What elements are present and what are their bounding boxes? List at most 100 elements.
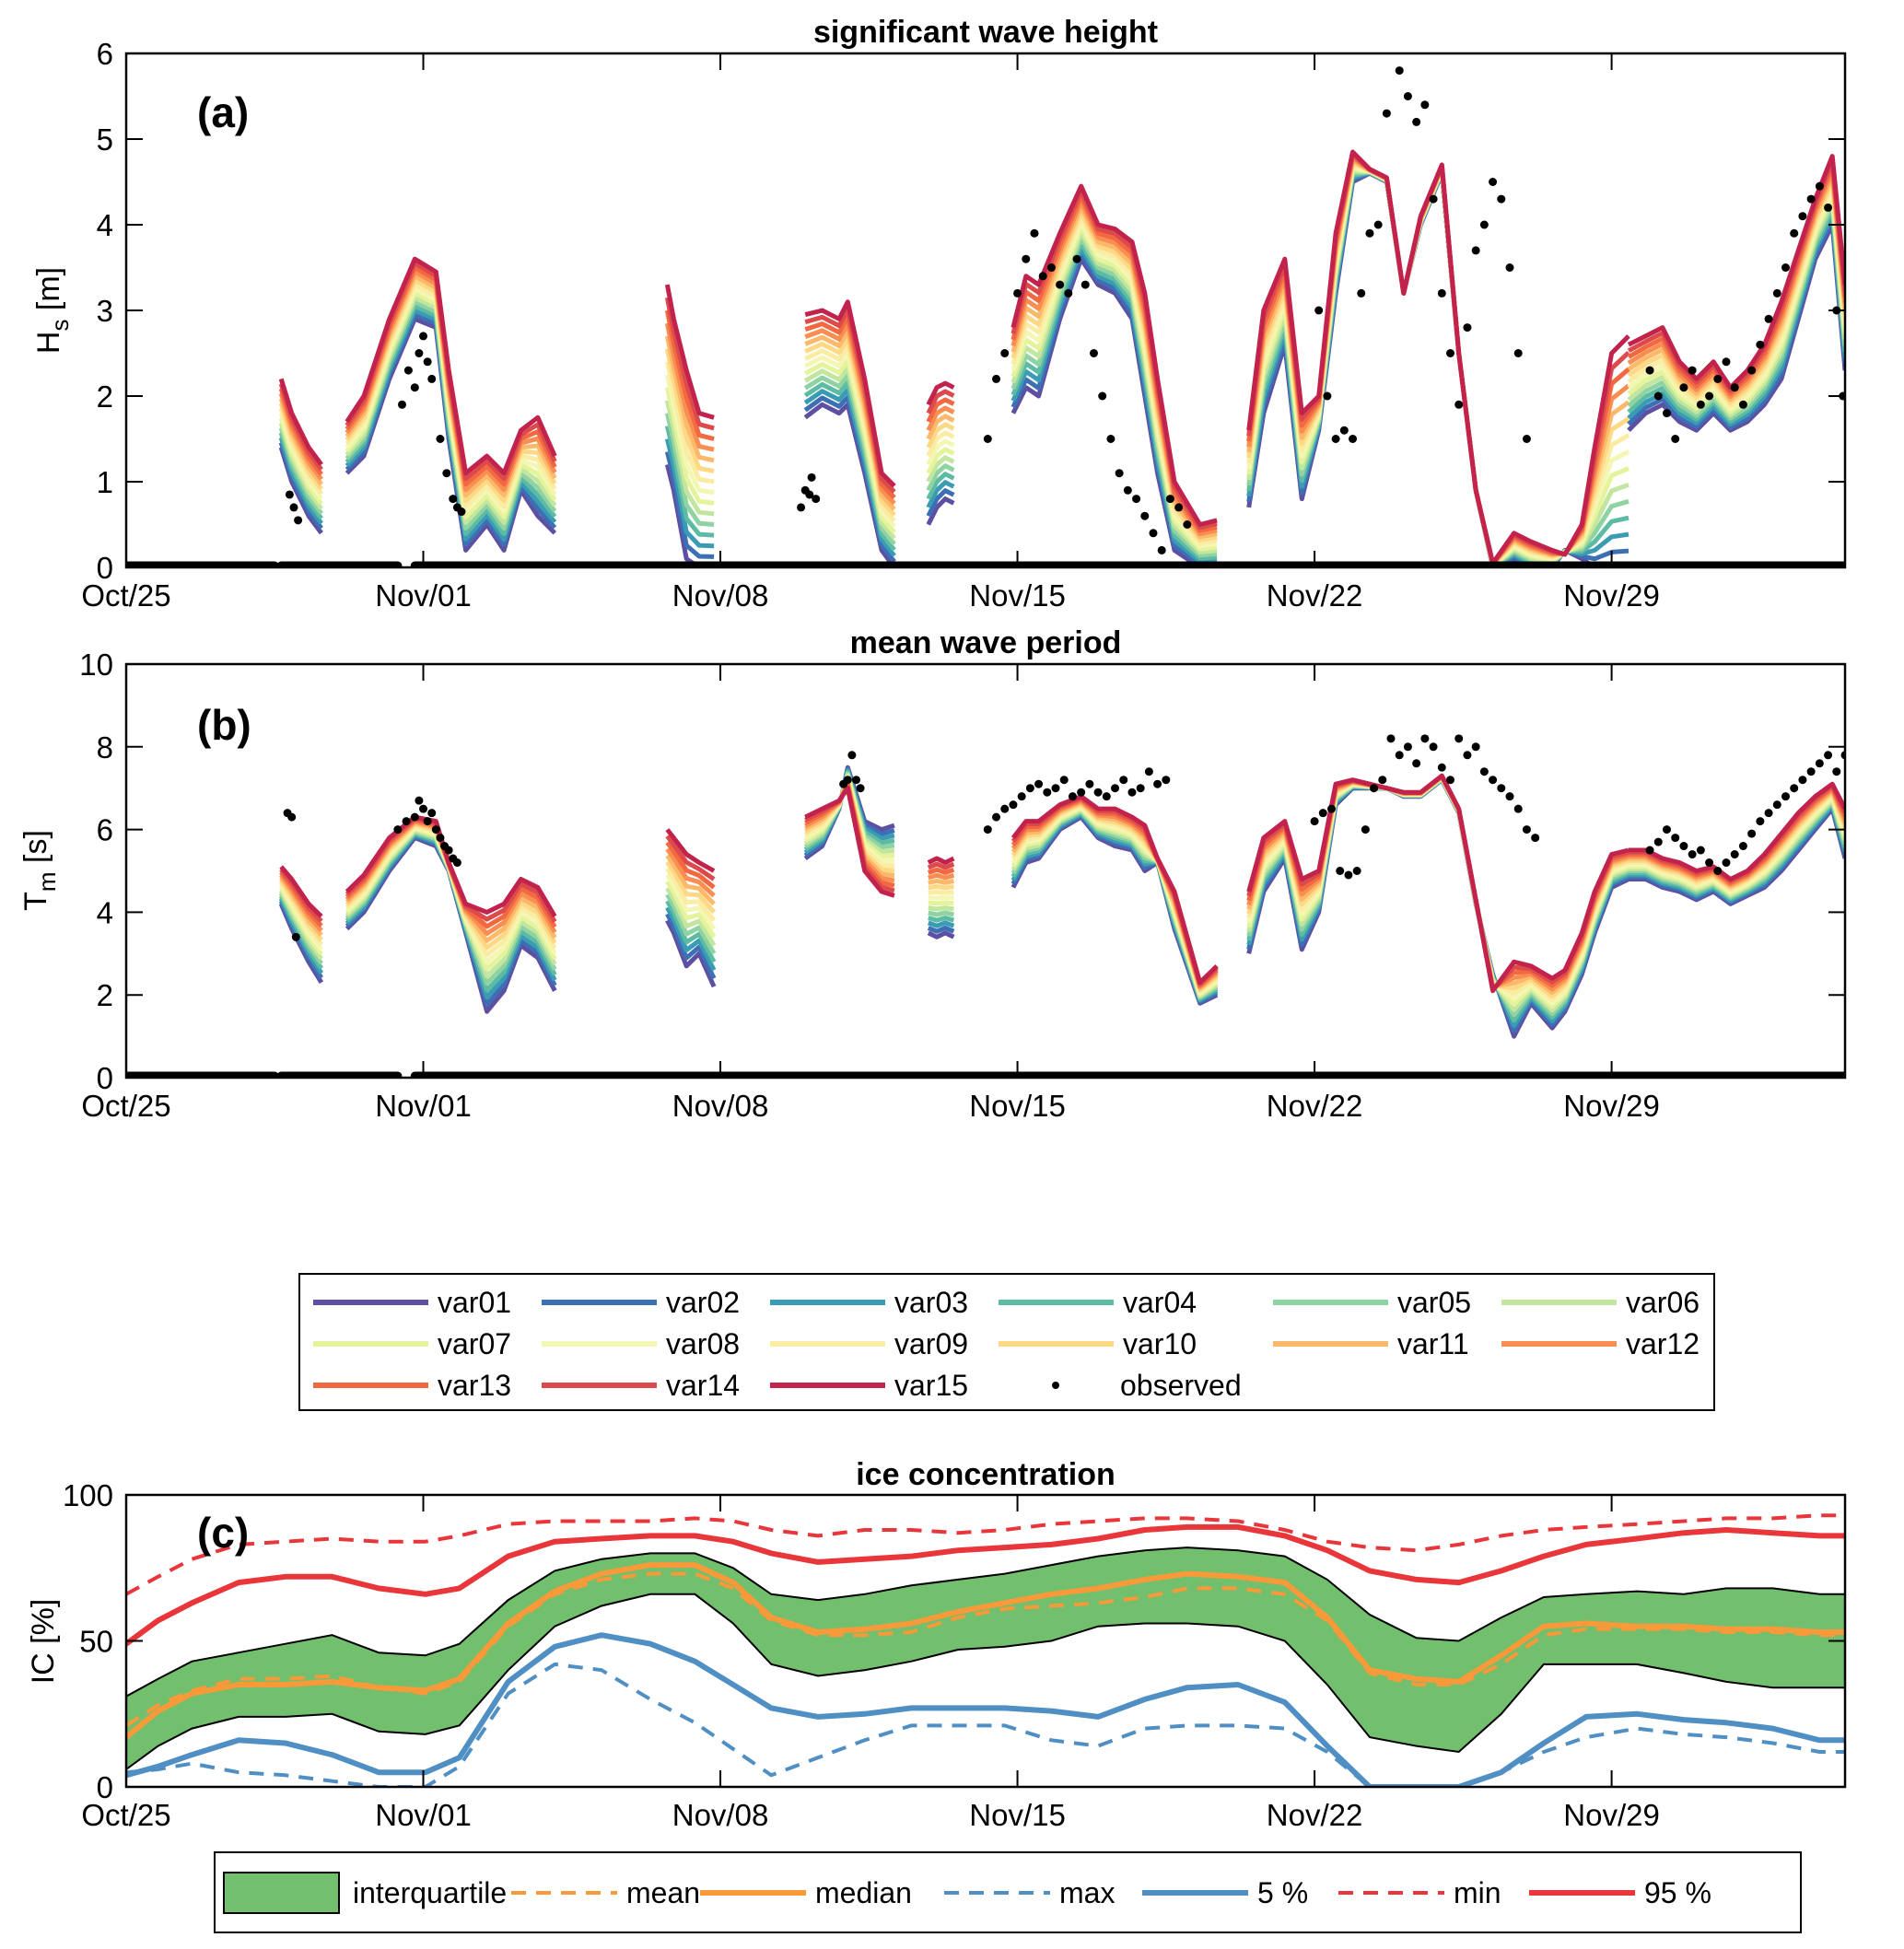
series-var09-segment-2 [664,361,715,484]
series-var03-segment-6 [1246,169,1629,567]
series-var09-segment-4 [926,430,955,458]
observed-point [1489,776,1498,785]
series-var08-segment-4 [926,438,955,466]
observed-point [1331,435,1340,443]
observed-point [1013,288,1022,298]
panel-c-plot-area: 0 50 100 Oct/25 Nov/01 Nov/08 Nov/15 Nov/22 Nov/… [63,1478,1847,1832]
observed-point [1671,834,1680,843]
x-tick-label: Nov/29 [1563,1798,1660,1832]
observed-point [851,776,860,785]
observed-point [1038,272,1047,281]
observed-point [1157,545,1166,554]
observed-point [1446,776,1455,785]
observed-point [402,817,411,826]
observed-point [1361,825,1370,834]
observed-point [1365,228,1374,238]
observed-point [457,508,466,517]
ylabel-a-main: H [31,332,66,355]
series-var15-segment-3 [804,299,896,488]
panel-ice-concentration: ice concentration 0 50 100 Oct/25 Nov/01 Nov/… [26,1457,1847,1832]
series-var10-segment-4 [926,422,955,449]
observed-point [1479,767,1489,776]
series-var15-segment-6 [1246,149,1630,566]
observed-point [983,825,992,834]
observed-point [1162,776,1171,785]
series-var14-segment-6 [1246,151,1630,566]
panel-significant-wave-height: significant wave height 0 1 2 3 4 5 6 Oct/25 Nov… [31,15,1847,613]
series-var15-segment-5 [1010,183,1218,527]
legend-label-interquartile: interquartile [353,1876,507,1909]
observed-point [427,374,437,383]
series-var04-segment-2 [664,426,715,538]
legend-label-5pct: 5 % [1257,1876,1308,1909]
observed-point [1781,792,1790,801]
panel-c-ylabel: IC [%] [26,1599,61,1685]
observed-point [1183,520,1192,529]
observed-point [1747,829,1757,838]
legend-ensemble: var01 var02 var03 var04 var05 var06 var07 var08… [298,1273,1715,1411]
observed-point [1738,400,1747,409]
observed-point [1043,788,1052,797]
observed-point [1123,485,1132,495]
observed-point [1688,366,1697,375]
x-tick-label: Oct/25 [81,1089,170,1123]
series-var04-segment-4 [926,472,955,500]
series-var11-segment-2 [665,854,716,906]
observed-point [1824,203,1833,212]
series-var12-segment-2 [664,322,715,452]
observed-point [1064,288,1073,298]
x-tick-label: Nov/29 [1563,1089,1660,1123]
observed-point [1323,391,1332,401]
observed-point [1645,366,1654,375]
legend-label-min: min [1454,1876,1501,1909]
observed-point [1370,784,1379,793]
observed-point [1059,776,1069,785]
observed-point [797,503,806,512]
series-var01-segment-5 [1010,256,1218,567]
series-var03-segment-2 [665,906,717,972]
series-var10-segment-6 [1246,160,1630,567]
observed-point [1772,288,1781,298]
series-var15-segment-3 [804,786,895,898]
series-var14-segment-4 [927,861,955,870]
x-tick-label: Nov/22 [1267,578,1363,613]
observed-point [1314,306,1324,315]
observed-point [1471,246,1480,255]
observed-point [1080,280,1090,289]
observed-point [1077,788,1086,797]
y-tick-label: 1 [97,465,113,499]
series-var05-segment-2 [664,413,715,527]
legend-label-var01: var01 [438,1286,511,1319]
observed-point [1395,66,1404,76]
observed-point [1679,383,1688,392]
observed-point [1722,357,1731,367]
series-var10-segment-4 [928,884,954,891]
series-var01-segment-4 [927,930,955,939]
y-tick-label: 100 [63,1478,113,1512]
observed-point [1653,391,1663,401]
observed-point [1111,784,1120,793]
observed-point [1068,792,1077,801]
observed-point [415,796,424,805]
observed-point [1022,254,1031,263]
plot-marks [126,1513,1845,1787]
plot-marks [126,734,1845,1078]
series-var15-segment-1 [345,256,557,476]
observed-point [1098,391,1107,401]
observed-point [1513,804,1523,813]
series-var10-segment-2 [665,860,716,915]
observed-point [1119,776,1128,785]
observed-point [1420,734,1430,743]
observed-point [1497,784,1506,793]
series-var02-segment-2 [665,913,717,980]
observed-point [1806,767,1816,776]
x-tick-label: Nov/01 [375,1798,472,1832]
observed-point [1373,220,1383,229]
series-var11-segment-4 [926,414,955,440]
observed-point [1357,288,1366,298]
y-tick-label: 3 [97,294,113,328]
legend-label-var08: var08 [666,1327,740,1360]
series-var01-segment-4 [926,496,955,526]
observed-point [1815,181,1824,191]
series-var03-segment-4 [927,920,955,928]
